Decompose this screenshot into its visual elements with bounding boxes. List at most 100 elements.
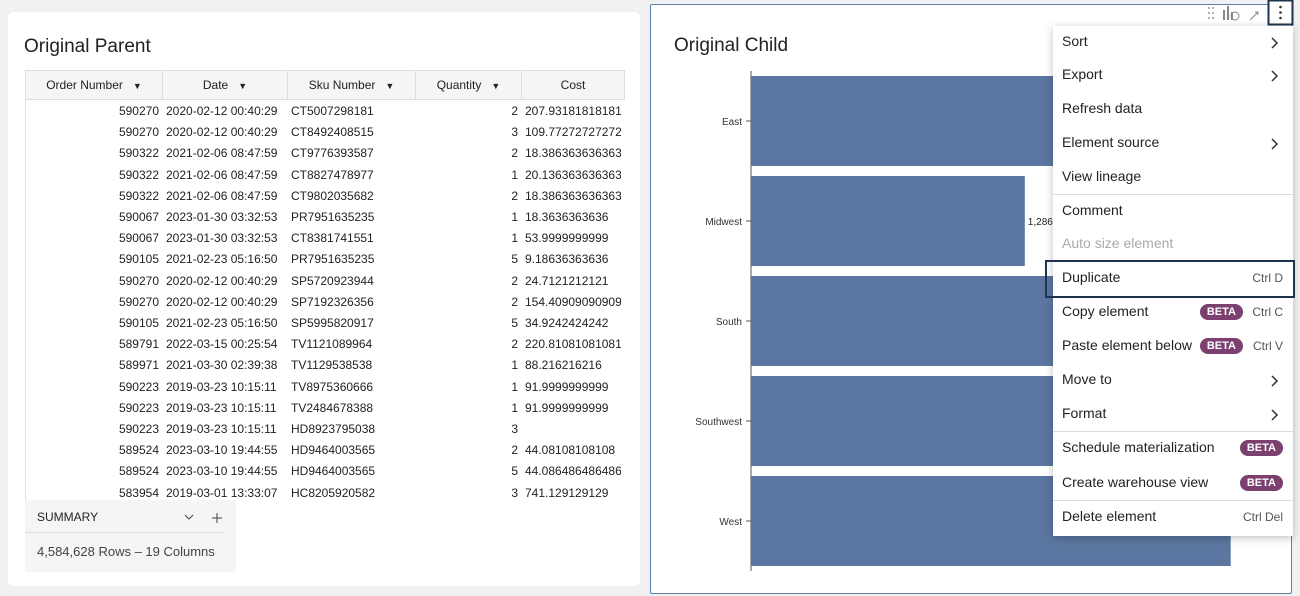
table-cell: 24.7121212121 [525,273,609,288]
y-tick-label: East [722,117,742,128]
table-cell: 5 [511,252,518,267]
table-cell: 2023-03-10 19:44:55 [166,464,278,479]
table-cell: 18.386363636363 [525,188,621,203]
table-cell: 220.81081081081 [525,337,621,352]
table-cell: 590105 [118,316,159,330]
table-cell: 590270 [118,273,159,288]
table-cell: CT9802035682 [291,188,374,203]
beta-badge: BETA [1199,304,1243,320]
menu-item[interactable]: Comment [1053,195,1293,229]
menu-item[interactable]: Element source [1053,127,1293,161]
column-header[interactable]: Date ▼ [163,70,288,100]
menu-item[interactable]: View lineage [1053,161,1293,195]
column-header[interactable]: Quantity ▼ [416,70,522,100]
shortcut: Ctrl D [1252,271,1283,285]
table-cell: HC8205920582 [291,485,376,500]
table-cell: 207.93181818181 [525,104,621,118]
context-menu: Sort Export Refresh data Element source View… [1045,26,1295,536]
table-cell: 53.9999999999 [525,231,609,246]
chevron-path [1271,138,1279,150]
table-cell: 2023-01-30 03:32:53 [166,231,278,246]
column-header[interactable]: Sku Number ▼ [288,70,416,100]
menu-item[interactable]: Move to [1053,364,1293,398]
table-cell: 2019-03-01 13:33:07 [166,485,278,500]
table-cell: CT9776393587 [291,146,374,161]
table-cell: 88.216216216 [525,358,602,373]
menu-item[interactable]: Create warehouse view BETA [1053,467,1293,501]
separator [1053,194,1293,195]
shortcut: Ctrl Del [1242,510,1283,524]
table-cell: TV2484678388 [291,400,374,415]
table-cell: SP7192326356 [291,294,374,309]
y-tick-label: Southwest [695,417,742,428]
column-label: Cost [560,78,586,92]
table-cell: 583954 [118,485,159,500]
table-cell: 2 [511,188,518,203]
table-cell: CT8381741551 [291,231,374,246]
card-title: Original Child [674,35,789,56]
table-cell: 590105 [118,252,159,267]
table-cell: 5 [511,464,518,479]
menu-label: Schedule materialization [1062,439,1215,455]
table-cell: 2021-02-23 05:16:50 [166,252,278,267]
menu-label: Auto size element [1062,235,1174,251]
menu-label: Sort [1062,33,1088,49]
menu-item[interactable]: Export [1053,59,1293,93]
table-cell: 2 [511,337,518,352]
toolbar[interactable] [1200,0,1300,26]
summary-icons[interactable] [183,512,229,524]
chevron [1271,37,1279,49]
table-cell: 18.3636363636 [525,210,609,224]
table-cell: 2021-03-30 02:39:38 [166,358,278,373]
menu-label: Delete element [1062,508,1157,524]
menu-item[interactable]: Duplicate Ctrl D [1045,260,1295,298]
table-cell: 2020-02-12 00:40:29 [166,125,278,140]
column-header[interactable]: Order Number ▼ [26,70,163,100]
column-label: Quantity [436,78,482,92]
chevron-path [1271,409,1279,421]
table-cell: 2019-03-23 10:15:11 [166,422,277,436]
column-label: Order Number [46,78,123,92]
table-cell: PR7951635235 [291,252,375,267]
table-cell: 2019-03-23 10:15:11 [166,400,277,415]
value-label: 1,286 [1028,217,1053,228]
table-cell: 2021-02-23 05:16:50 [166,316,278,330]
beta-badge: BETA [1239,440,1283,456]
sort-caret: ▼ [385,81,395,91]
table-cell: 590270 [118,294,159,309]
table-cell: 2022-03-15 00:25:54 [166,337,278,352]
menu-item[interactable]: Copy element Ctrl C BETA [1053,296,1293,330]
table-cell: 590322 [118,167,159,182]
chevron [1271,375,1279,387]
highlight-box [1045,260,1295,298]
menu-item[interactable]: Schedule materialization BETA [1053,432,1293,466]
menu-item[interactable]: Delete element Ctrl Del [1053,501,1293,535]
menu-item[interactable]: Paste element below Ctrl V BETA [1053,330,1293,364]
table-cell: 1 [511,210,518,224]
chevron-path [1271,375,1279,387]
menu-item[interactable]: Refresh data [1053,93,1293,127]
table-cell: 741.129129129 [525,485,609,500]
table-cell: 1 [511,400,518,415]
table-cell: 590223 [118,379,159,394]
table-cell: TV1129538538 [291,358,373,373]
menu-label: Paste element below [1062,337,1192,353]
table-cell: 590067 [118,231,159,246]
sort-caret: ▼ [491,81,501,91]
table-cell: 590270 [118,125,159,140]
table-cell: 2023-03-10 19:44:55 [166,443,278,458]
table-cell: 1 [511,167,518,182]
sort-caret: ▼ [132,81,142,91]
table-cell: 2023-01-30 03:32:53 [166,210,278,224]
menu-item[interactable]: Format [1053,398,1293,432]
chevron [1271,70,1279,82]
table-cell: 1 [511,379,518,394]
table-cell: HD9464003565 [291,443,376,458]
table-cell: 5 [511,316,518,330]
table-cell: 91.9999999999 [525,400,609,415]
column-header[interactable]: Cost [522,70,625,100]
bar [751,76,1113,166]
menu-item[interactable]: Sort [1053,26,1293,60]
menu-label: Copy element [1062,303,1149,319]
